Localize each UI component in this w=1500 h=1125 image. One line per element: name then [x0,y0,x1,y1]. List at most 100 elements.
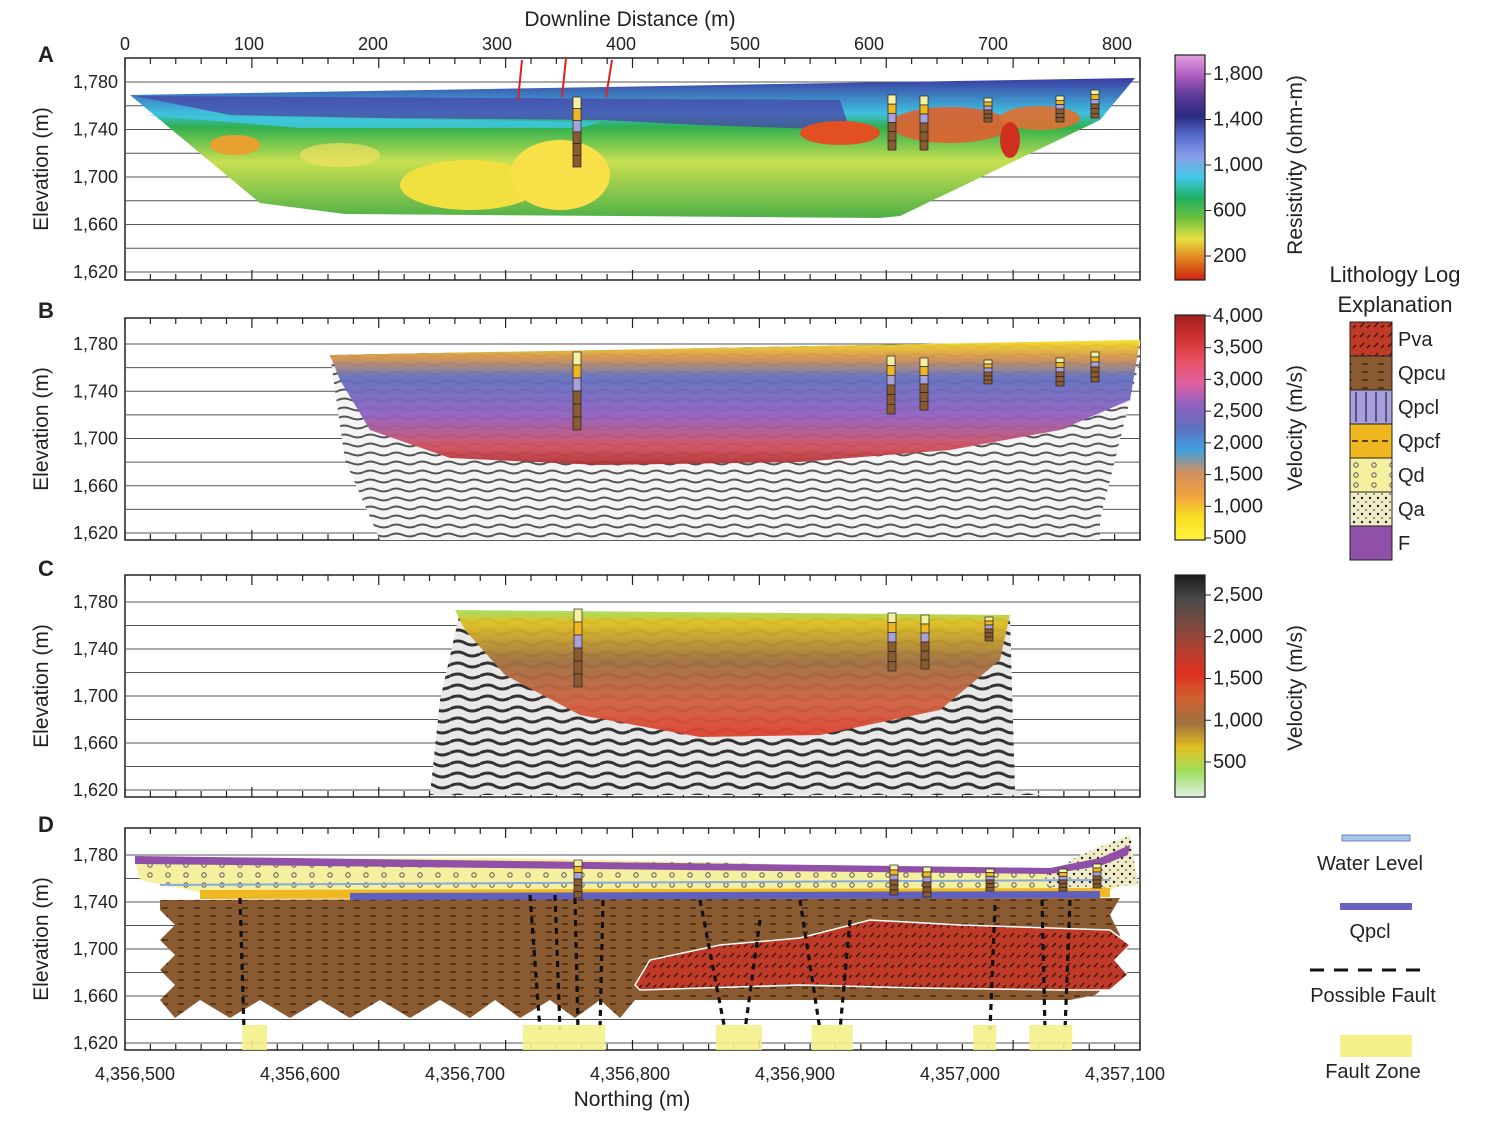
lithology-logs [572,89,1102,899]
lithology-log [919,357,929,411]
top-tick-label: 300 [482,34,512,54]
panel-b-velocity-section [330,340,1140,540]
y-tick-label: 1,700 [73,167,118,187]
lithology-item-label: Qa [1398,499,1426,521]
bottom-tick-labels: 4,356,500 4,356,600 4,356,700 4,356,800 4,35… [95,1064,1165,1084]
bottom-tick-label: 4,357,100 [1085,1064,1165,1084]
y-tick-label: 1,700 [73,429,118,449]
lithology-log [1055,95,1065,123]
lithology-item-qpcf: Qpcf [1349,423,1441,459]
panel-d-interpretation [135,835,1138,1050]
lithology-log [572,96,582,168]
y-tick-label: 1,660 [73,733,118,753]
colorbar-tick-label: 1,000 [1213,154,1263,176]
top-tick-label: 100 [234,34,264,54]
colorbar-2: 2,500 2,000 1,500 1,000 500 Velocity (m/s) [1174,574,1307,798]
lithology-item-qpcu: Qpcu [1349,355,1446,391]
colorbar-title: Velocity (m/s) [1284,365,1307,491]
top-axis-title: Downline Distance (m) [524,8,735,31]
colorbar-tick-label: 3,500 [1213,337,1263,359]
fault-zone [242,1025,267,1050]
colorbar-tick-label: 2,500 [1213,400,1263,422]
y-tick-label: 1,780 [73,845,118,865]
lithology-log [1058,868,1068,892]
y-tick-label: 1,700 [73,686,118,706]
y-axis-title: Elevation (m) [30,367,53,491]
y-tick-label: 1,740 [73,892,118,912]
lithology-log [985,868,995,892]
colorbar-tick-label: 500 [1213,751,1246,773]
fault-zone [973,1025,997,1050]
fault-zone-label: Fault Zone [1325,1061,1421,1083]
lithology-log [984,616,994,642]
panel-letter-a: A [38,42,54,67]
colorbar-tick-label: 500 [1213,527,1246,549]
top-tick-label: 600 [854,34,884,54]
colorbar-tick-label: 2,500 [1213,584,1263,606]
panel-c-velocity-section [430,610,1050,795]
y-tick-label: 1,660 [73,986,118,1006]
top-tick-label: 400 [606,34,636,54]
lithology-item-pva: Pva [1349,321,1433,357]
colorbar-tick-label: 1,400 [1213,109,1263,131]
colorbar-tick-label: 2,000 [1213,432,1263,454]
lithology-item-qa: Qa [1349,491,1426,527]
lithology-log [887,94,897,151]
lithology-item-label: F [1398,533,1410,555]
y-tick-label: 1,740 [73,639,118,659]
qpcl-legend-label: Qpcl [1349,921,1390,943]
colorbar-tick-label: 1,500 [1213,668,1263,690]
colorbar-tick-label: 1,500 [1213,464,1263,486]
colorbars: 1,800 1,400 1,000 600 200 Resistivity (ohm-m)… [1174,54,1307,798]
lithology-item-f: F [1349,525,1410,561]
y-axis-title: Elevation (m) [30,877,53,1001]
colorbar-tick-label: 4,000 [1213,305,1263,327]
top-tick-label: 200 [358,34,388,54]
colorbar-tick-label: 600 [1213,200,1246,222]
colorbar-title: Velocity (m/s) [1284,625,1307,751]
lithology-item-label: Qpcf [1398,431,1441,453]
lithology-item-qpcl: Qpcl [1349,389,1439,425]
colorbar-tick-label: 200 [1213,245,1246,267]
y-tick-label: 1,780 [73,592,118,612]
bottom-tick-label: 4,356,800 [590,1064,670,1084]
colorbar-tick-label: 1,000 [1213,495,1263,517]
lithology-item-qd: Qd [1349,457,1425,493]
lithology-log [573,608,583,688]
lithology-log [1090,89,1100,119]
lithology-log [887,612,897,672]
qpcl-swatch [1340,903,1412,910]
lithology-item-label: Qd [1398,465,1425,487]
lithology-item-label: Qpcl [1398,397,1439,419]
y-tick-label: 1,660 [73,215,118,235]
lithology-legend: Lithology Log Explanation Pva Qpcu Qpcl Qpc… [1330,262,1461,561]
bottom-tick-label: 4,356,600 [260,1064,340,1084]
top-tick-label: 700 [978,34,1008,54]
colorbar-tick-label: 3,000 [1213,368,1263,390]
water-level-swatch [1341,834,1411,842]
lithology-log [983,97,993,123]
possible-fault-label: Possible Fault [1310,985,1436,1007]
lithology-item-label: Qpcu [1398,363,1446,385]
y-tick-label: 1,780 [73,72,118,92]
colorbar-tick-label: 1,800 [1213,63,1263,85]
lithology-log [983,359,993,385]
colorbar-tick-label: 2,000 [1213,626,1263,648]
y-tick-label: 1,620 [73,262,118,282]
lithology-log [922,866,932,898]
bottom-tick-label: 4,356,500 [95,1064,175,1084]
bottom-tick-label: 4,357,000 [920,1064,1000,1084]
top-tick-label: 800 [1102,34,1132,54]
colorbar-1: 4,000 3,500 3,000 2,500 2,000 1,500 1,000 500 Ve… [1174,305,1307,549]
y-tick-label: 1,620 [73,523,118,543]
colorbar-tick-label: 1,000 [1213,709,1263,731]
y-tick-label: 1,620 [73,780,118,800]
y-tick-label: 1,740 [73,120,118,140]
lithology-log [889,864,899,896]
top-tick-labels: 0 100 200 300 400 500 600 700 800 [120,34,1132,54]
top-tick-label: 500 [730,34,760,54]
lithology-log [1092,863,1102,889]
fault-zone [1029,1025,1073,1050]
lithology-legend-title-2: Explanation [1338,292,1453,317]
lithology-legend-title-1: Lithology Log [1330,262,1461,287]
